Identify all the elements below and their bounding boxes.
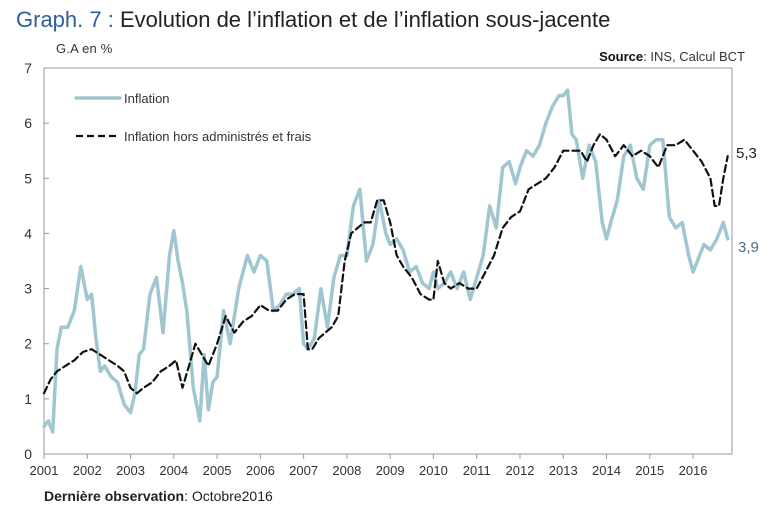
y-tick-label: 0	[24, 446, 32, 462]
x-tick-label: 2009	[376, 463, 405, 478]
y-tick-label: 5	[24, 170, 32, 186]
x-tick-label: 2003	[116, 463, 145, 478]
x-tick-label: 2011	[463, 463, 491, 478]
y-tick-label: 1	[24, 391, 32, 407]
x-tick-label: 2010	[419, 463, 448, 478]
x-tick-label: 2013	[549, 463, 578, 478]
graph-number: Graph. 7	[16, 7, 102, 32]
x-tick-label: 2008	[332, 463, 361, 478]
chart-title: Graph. 7 : Evolution de l’inflation et d…	[16, 6, 610, 34]
series-group	[42, 88, 730, 434]
x-tick-label: 2006	[246, 463, 275, 478]
y-tick-label: 7	[24, 60, 32, 76]
y-tick-label: 3	[24, 281, 32, 297]
last-observation-separator: :	[184, 488, 192, 504]
x-tick-label: 2002	[73, 463, 102, 478]
source-label: Source	[599, 49, 644, 64]
x-axis: 2001 2002 2003 2004 2005 2006 2007 2008 2009 2010…	[30, 454, 708, 478]
legend-label-inflation: Inflation	[124, 91, 170, 106]
legend: Inflation Inflation hors administrés et …	[74, 91, 312, 144]
x-tick-label: 2012	[506, 463, 535, 478]
x-tick-label: 2001	[30, 463, 59, 478]
end-label-core-inflation: 5,3	[736, 145, 757, 162]
source-text: : INS, Calcul BCT	[643, 49, 745, 64]
series-line-inflation	[42, 88, 730, 434]
x-tick-label: 2014	[592, 463, 621, 478]
legend-label-core-inflation: Inflation hors administrés et frais	[124, 129, 312, 144]
last-observation-note: Dernière observation: Octobre2016	[44, 488, 273, 504]
plot-frame	[43, 67, 733, 455]
y-tick-label: 4	[24, 225, 32, 241]
x-tick-label: 2005	[203, 463, 232, 478]
x-tick-label: 2007	[289, 463, 318, 478]
x-tick-label: 2004	[159, 463, 188, 478]
source-note: Source: INS, Calcul BCT	[599, 49, 745, 64]
x-tick-label: 2016	[679, 463, 708, 478]
last-observation-value: Octobre2016	[191, 488, 273, 504]
x-tick-label: 2015	[635, 463, 664, 478]
y-axis: 0 1 2 3 4 5 6 7	[24, 60, 49, 462]
end-label-inflation: 3,9	[738, 239, 759, 256]
y-tick-label: 2	[24, 336, 32, 352]
last-observation-label: Dernière observation	[44, 488, 185, 504]
title-separator: :	[101, 7, 120, 32]
series-line-core-inflation	[42, 133, 729, 395]
title-text: Evolution de l’inflation et de l’inflati…	[119, 7, 611, 32]
y-unit-label: G.A en %	[56, 41, 113, 56]
y-tick-label: 6	[24, 115, 32, 131]
